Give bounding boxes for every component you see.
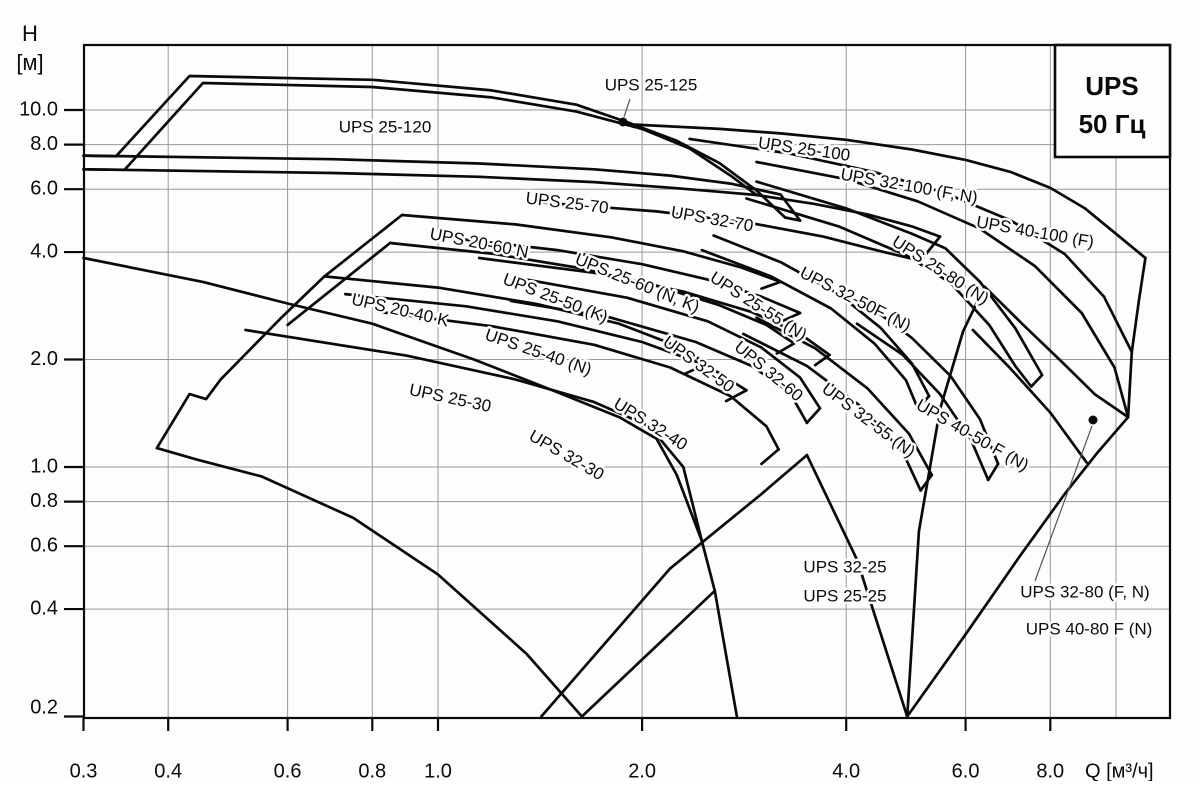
curve-label: UPS 40-80 F (N) (1026, 619, 1153, 638)
pump-envelope-curve (323, 275, 710, 365)
curve-label: UPS 32-80 (F, N) (1020, 582, 1149, 601)
pump-envelope-curve (688, 137, 1134, 354)
x-tick-label: 6.0 (952, 760, 980, 781)
duty-point-dot (618, 117, 628, 127)
x-tick-label: 0.6 (274, 760, 302, 781)
pump-envelope-curve (760, 448, 780, 466)
pump-envelope-curve (525, 278, 822, 410)
pump-envelope-curve (755, 316, 934, 477)
pump-envelope-curve (986, 462, 1000, 482)
duty-point-dot (1088, 415, 1098, 425)
pump-envelope-curve (633, 123, 1147, 260)
y-tick-label: 0.6 (30, 534, 58, 556)
y-axis-title: H (22, 21, 38, 46)
pump-envelope-curve (82, 154, 802, 222)
pump-envelope-curve (805, 453, 909, 718)
pump-envelope-curve (916, 394, 931, 410)
y-axis-unit: [м] (16, 50, 43, 75)
pump-envelope-curve (775, 342, 796, 355)
pump-envelope-curve (781, 311, 802, 323)
x-tick-label: 0.4 (154, 760, 182, 781)
pump-envelope-curve (378, 310, 780, 451)
pump-envelope-curve (477, 256, 831, 357)
pump-envelope-curve (745, 197, 1033, 388)
x-tick-label: 1.0 (424, 760, 452, 781)
curve-label: UPS 25-125 (605, 75, 698, 94)
pump-envelope-curve (919, 473, 934, 492)
curve-label: UPS 25-120 (339, 117, 432, 136)
y-tick-label: 1.0 (30, 455, 58, 477)
y-tick-label: 2.0 (30, 348, 58, 370)
pump-envelope-curve (1126, 256, 1147, 419)
x-axis-title: Q [м³/ч] (1085, 760, 1154, 781)
x-tick-label: 0.8 (358, 760, 386, 781)
legend-box (1053, 43, 1172, 159)
y-tick-label: 6.0 (30, 177, 58, 199)
y-tick-label: 4.0 (30, 240, 58, 262)
pump-envelope-curve (155, 446, 584, 718)
pump-envelope-curve (713, 589, 739, 718)
pump-envelope-curve (755, 193, 942, 238)
pump-envelope-curve (760, 280, 782, 290)
curve-label: UPS 32-25 (803, 557, 886, 576)
y-tick-label: 10.0 (19, 98, 58, 120)
pump-envelope-curve (855, 322, 990, 482)
legend-frequency: 50 Гц (1079, 109, 1146, 139)
pump-envelope-curve (1029, 373, 1044, 388)
y-tick-label: 0.4 (30, 597, 58, 619)
y-tick-label: 0.8 (30, 490, 58, 512)
pump-envelope-curve (442, 235, 802, 315)
pump-envelope-curve (983, 285, 1130, 419)
pump-envelope-curve (813, 353, 831, 367)
plot-border (82, 43, 1172, 720)
pump-envelope-curve (905, 415, 1130, 718)
pump-envelope-curve (905, 285, 986, 718)
pump-envelope-curve (869, 306, 1000, 466)
marker-callout-line (623, 98, 631, 118)
marker-callout-line (1034, 425, 1093, 582)
pump-envelope-curve (755, 160, 1130, 419)
pump-envelope-curve (343, 292, 748, 392)
pump-envelope-curve (82, 167, 758, 197)
pump-envelope-curve (525, 199, 922, 263)
curve-label: UPS 25-25 (803, 586, 886, 605)
pump-envelope-curve (805, 406, 822, 425)
pump-envelope-curve (700, 248, 920, 410)
pump-envelope-curve (286, 241, 392, 327)
pump-envelope-curve (971, 328, 1088, 464)
x-tick-label: 2.0 (628, 760, 656, 781)
pump-envelope-curve (580, 589, 717, 718)
pump-envelope-curve (82, 81, 758, 197)
pump-envelope-curve (741, 332, 922, 492)
pump-envelope-curve (919, 235, 942, 263)
x-tick-label: 4.0 (832, 760, 860, 781)
pump-envelope-curve (712, 234, 931, 398)
y-tick-label: 0.2 (30, 696, 58, 718)
pump-envelope-curve (509, 299, 809, 425)
pump-envelope-curve (539, 453, 809, 718)
pump-envelope-curve (724, 388, 748, 403)
legend-title: UPS (1085, 71, 1138, 101)
pump-envelope-curve (244, 328, 704, 543)
x-tick-label: 0.3 (70, 760, 98, 781)
pump-envelope-curve (755, 180, 1044, 377)
pump-envelope-curve (400, 213, 782, 284)
y-tick-label: 8.0 (30, 133, 58, 155)
x-tick-label: 8.0 (1036, 760, 1064, 781)
